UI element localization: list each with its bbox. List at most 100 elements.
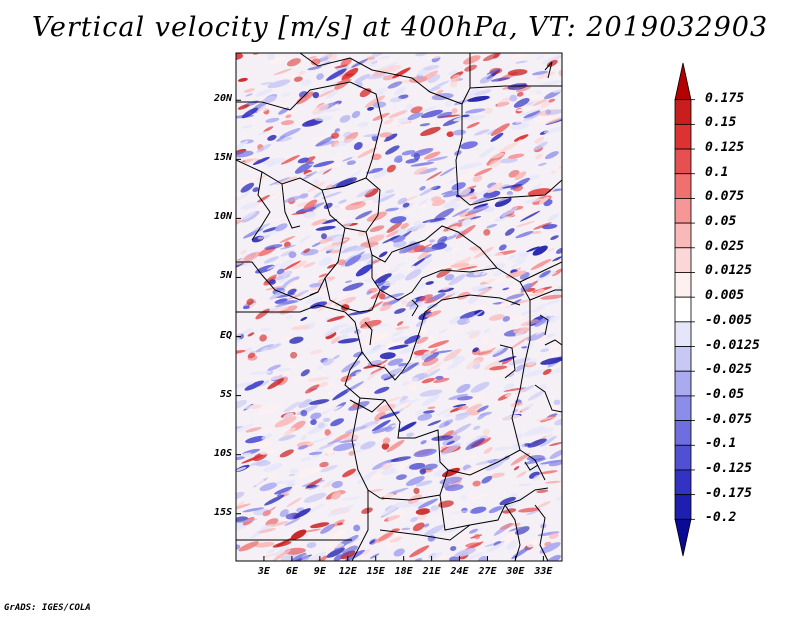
downdraft-streak xyxy=(502,213,517,219)
updraft-streak xyxy=(536,489,549,494)
downdraft-streak xyxy=(345,425,368,434)
colorbar-swatch xyxy=(674,62,692,101)
updraft-streak xyxy=(303,248,311,254)
downdraft-streak xyxy=(552,88,562,93)
map-title: Vertical velocity [m/s] at 400hPa, VT: 2… xyxy=(31,12,769,43)
downdraft-streak xyxy=(325,479,334,485)
downdraft-streak xyxy=(521,118,532,123)
updraft-streak xyxy=(243,88,255,93)
downdraft-streak xyxy=(398,344,422,354)
downdraft-streak xyxy=(455,412,468,417)
downdraft-streak xyxy=(478,146,496,159)
updraft-streak xyxy=(261,552,280,559)
downdraft-streak xyxy=(540,357,562,365)
downdraft-streak xyxy=(336,177,357,188)
downdraft-streak xyxy=(262,95,277,104)
updraft-streak xyxy=(436,89,444,95)
updraft-streak xyxy=(386,338,409,349)
updraft-streak xyxy=(386,439,405,453)
downdraft-streak xyxy=(521,403,534,412)
downdraft-streak xyxy=(256,228,280,237)
downdraft-streak xyxy=(502,287,510,291)
downdraft-streak xyxy=(333,554,343,561)
downdraft-streak xyxy=(268,279,276,285)
downdraft-streak xyxy=(429,505,440,513)
downdraft-streak xyxy=(288,251,297,259)
downdraft-streak xyxy=(508,254,516,260)
updraft-streak xyxy=(262,510,272,517)
downdraft-streak xyxy=(345,169,363,181)
colorbar xyxy=(674,62,695,557)
updraft-streak xyxy=(323,542,345,549)
downdraft-streak xyxy=(303,202,325,212)
updraft-streak xyxy=(535,335,548,344)
updraft-streak xyxy=(482,428,490,436)
updraft-streak xyxy=(390,529,407,540)
downdraft-streak xyxy=(313,191,322,199)
downdraft-streak xyxy=(264,494,285,506)
downdraft-streak xyxy=(415,53,428,57)
updraft-streak xyxy=(498,414,521,423)
downdraft-streak xyxy=(437,235,448,245)
downdraft-streak xyxy=(257,130,270,136)
downdraft-streak xyxy=(410,516,419,523)
downdraft-streak xyxy=(410,162,435,167)
downdraft-streak xyxy=(236,399,248,411)
grads-credit: GrADS: IGES/COLA xyxy=(4,603,91,613)
downdraft-streak xyxy=(414,282,426,291)
downdraft-streak xyxy=(404,269,422,281)
updraft-streak xyxy=(247,352,256,359)
downdraft-streak xyxy=(419,105,438,113)
updraft-streak xyxy=(363,333,383,345)
updraft-streak xyxy=(282,260,302,271)
downdraft-streak xyxy=(363,133,381,137)
colorbar-label: 0.175 xyxy=(705,90,745,106)
updraft-streak xyxy=(263,126,274,133)
downdraft-streak xyxy=(325,90,339,99)
downdraft-streak xyxy=(453,115,474,122)
updraft-streak xyxy=(458,405,469,411)
updraft-streak xyxy=(379,304,392,312)
downdraft-streak xyxy=(263,463,283,472)
downdraft-streak xyxy=(346,160,356,166)
updraft-streak xyxy=(466,494,490,500)
downdraft-streak xyxy=(523,198,543,204)
updraft-streak xyxy=(303,528,322,533)
updraft-streak xyxy=(525,93,541,103)
downdraft-streak xyxy=(321,191,342,199)
downdraft-streak xyxy=(277,270,293,279)
longitude-ticks xyxy=(263,556,544,561)
updraft-streak xyxy=(510,336,530,350)
colorbar-label: -0.05 xyxy=(705,386,745,402)
updraft-streak xyxy=(546,116,562,125)
updraft-streak xyxy=(471,394,484,403)
downdraft-streak xyxy=(309,282,323,288)
updraft-streak xyxy=(371,259,382,264)
updraft-streak xyxy=(303,262,316,268)
updraft-streak xyxy=(247,332,255,337)
updraft-streak xyxy=(419,326,428,334)
downdraft-streak xyxy=(418,199,428,206)
updraft-streak xyxy=(512,208,534,216)
downdraft-streak xyxy=(284,195,302,203)
downdraft-streak xyxy=(483,328,491,333)
downdraft-streak xyxy=(261,347,269,353)
updraft-streak xyxy=(463,55,481,65)
updraft-streak xyxy=(536,501,551,509)
downdraft-streak xyxy=(378,251,388,258)
updraft-streak xyxy=(353,148,370,152)
updraft-streak xyxy=(498,141,519,153)
lat-label: 10S xyxy=(213,447,232,459)
updraft-streak xyxy=(257,100,277,114)
updraft-streak xyxy=(240,249,247,255)
downdraft-streak xyxy=(472,347,479,353)
downdraft-streak xyxy=(236,518,258,524)
downdraft-streak xyxy=(423,64,440,71)
downdraft-streak xyxy=(427,74,441,84)
colorbar-label: -0.1 xyxy=(705,436,737,452)
downdraft-streak xyxy=(366,290,373,295)
colorbar-swatch xyxy=(674,123,692,150)
downdraft-streak xyxy=(301,79,312,87)
updraft-streak xyxy=(382,437,391,445)
